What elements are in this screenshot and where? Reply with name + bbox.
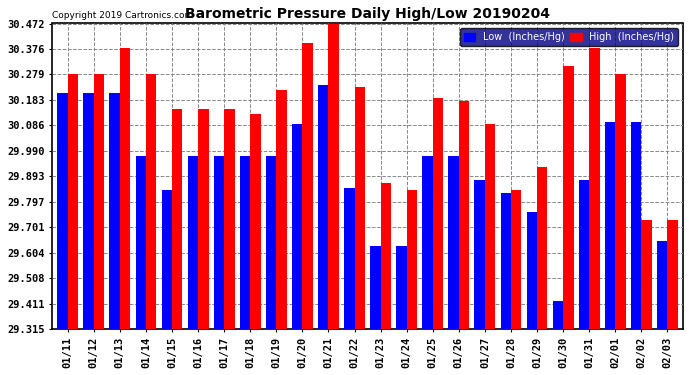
Bar (355, 87, 365, 329)
Bar (276, 90, 287, 329)
Bar (553, 302, 563, 329)
Bar (188, 156, 198, 329)
Bar (224, 109, 235, 329)
Bar (526, 211, 537, 329)
Bar (83, 93, 94, 329)
Bar (500, 193, 511, 329)
Bar (485, 124, 495, 329)
Bar (57, 93, 68, 329)
Bar (511, 190, 522, 329)
Legend: Low  (Inches/Hg), High  (Inches/Hg): Low (Inches/Hg), High (Inches/Hg) (460, 28, 678, 46)
Bar (328, 24, 339, 329)
Bar (396, 246, 406, 329)
Bar (344, 188, 355, 329)
Bar (110, 93, 120, 329)
Bar (422, 156, 433, 329)
Bar (615, 74, 626, 329)
Title: Barometric Pressure Daily High/Low 20190204: Barometric Pressure Daily High/Low 20190… (185, 7, 550, 21)
Bar (459, 100, 469, 329)
Bar (198, 109, 208, 329)
Bar (120, 48, 130, 329)
Bar (240, 156, 250, 329)
Bar (302, 42, 313, 329)
Bar (250, 114, 261, 329)
Bar (589, 48, 600, 329)
Bar (537, 167, 547, 329)
Bar (433, 98, 443, 329)
Bar (381, 183, 391, 329)
Bar (605, 122, 615, 329)
Bar (68, 74, 78, 329)
Bar (94, 74, 104, 329)
Bar (667, 219, 678, 329)
Bar (406, 190, 417, 329)
Bar (266, 156, 276, 329)
Bar (318, 85, 328, 329)
Bar (370, 246, 381, 329)
Bar (135, 156, 146, 329)
Bar (563, 66, 573, 329)
Bar (579, 180, 589, 329)
Bar (172, 109, 182, 329)
Text: Copyright 2019 Cartronics.com: Copyright 2019 Cartronics.com (52, 12, 193, 21)
Bar (475, 180, 485, 329)
Bar (161, 190, 172, 329)
Bar (631, 122, 641, 329)
Bar (657, 241, 667, 329)
Bar (146, 74, 157, 329)
Bar (214, 156, 224, 329)
Bar (448, 156, 459, 329)
Bar (641, 219, 652, 329)
Bar (292, 124, 302, 329)
